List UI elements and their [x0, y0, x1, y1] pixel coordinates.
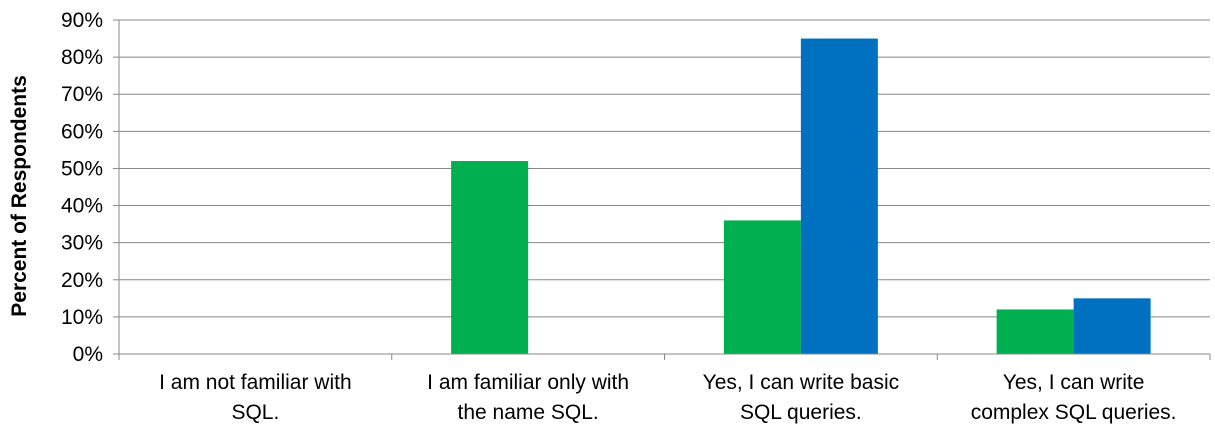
x-category-label-line: SQL queries.: [740, 401, 862, 424]
y-tick-label: 60%: [61, 120, 103, 143]
bar: [451, 161, 529, 354]
x-category-label-line: the name SQL.: [458, 401, 599, 424]
y-tick-labels: 0% 10% 20% 30% 40% 50% 60% 70% 80% 90%: [61, 9, 103, 366]
x-category-label-line: I am familiar only with: [427, 371, 629, 394]
y-tick-label: 80%: [61, 46, 103, 69]
bar: [1073, 298, 1151, 354]
x-category-label: Yes, I can write basic SQL queries.: [703, 371, 900, 424]
x-category-label: I am familiar only with the name SQL.: [427, 371, 629, 424]
y-tick-label: 30%: [61, 232, 103, 255]
bar: [800, 38, 878, 355]
x-category-label: Yes, I can write complex SQL queries.: [971, 371, 1177, 424]
y-tick-label: 70%: [61, 83, 103, 106]
y-tick-label: 50%: [61, 157, 103, 180]
x-category-label: I am not familiar with SQL.: [159, 371, 352, 424]
gridlines: [113, 19, 1210, 355]
x-category-label-line: complex SQL queries.: [971, 401, 1177, 424]
y-axis-title: Percent of Respondents: [8, 75, 31, 317]
x-category-label-line: Yes, I can write basic: [703, 371, 900, 394]
x-category-label-line: SQL.: [231, 401, 279, 424]
y-tick-label: 90%: [61, 9, 103, 32]
y-tick-label: 10%: [61, 306, 103, 329]
bars: [451, 38, 1151, 355]
x-category-labels: I am not familiar with SQL. I am familiar …: [159, 371, 1176, 424]
y-tick-label: 40%: [61, 195, 103, 218]
bar: [723, 220, 801, 354]
axes: [118, 20, 1211, 360]
y-tick-label: 0%: [73, 343, 103, 366]
bar: [996, 309, 1074, 354]
x-category-label-line: Yes, I can write: [1003, 371, 1145, 394]
y-tick-label: 20%: [61, 269, 103, 292]
x-category-label-line: I am not familiar with: [159, 371, 352, 394]
